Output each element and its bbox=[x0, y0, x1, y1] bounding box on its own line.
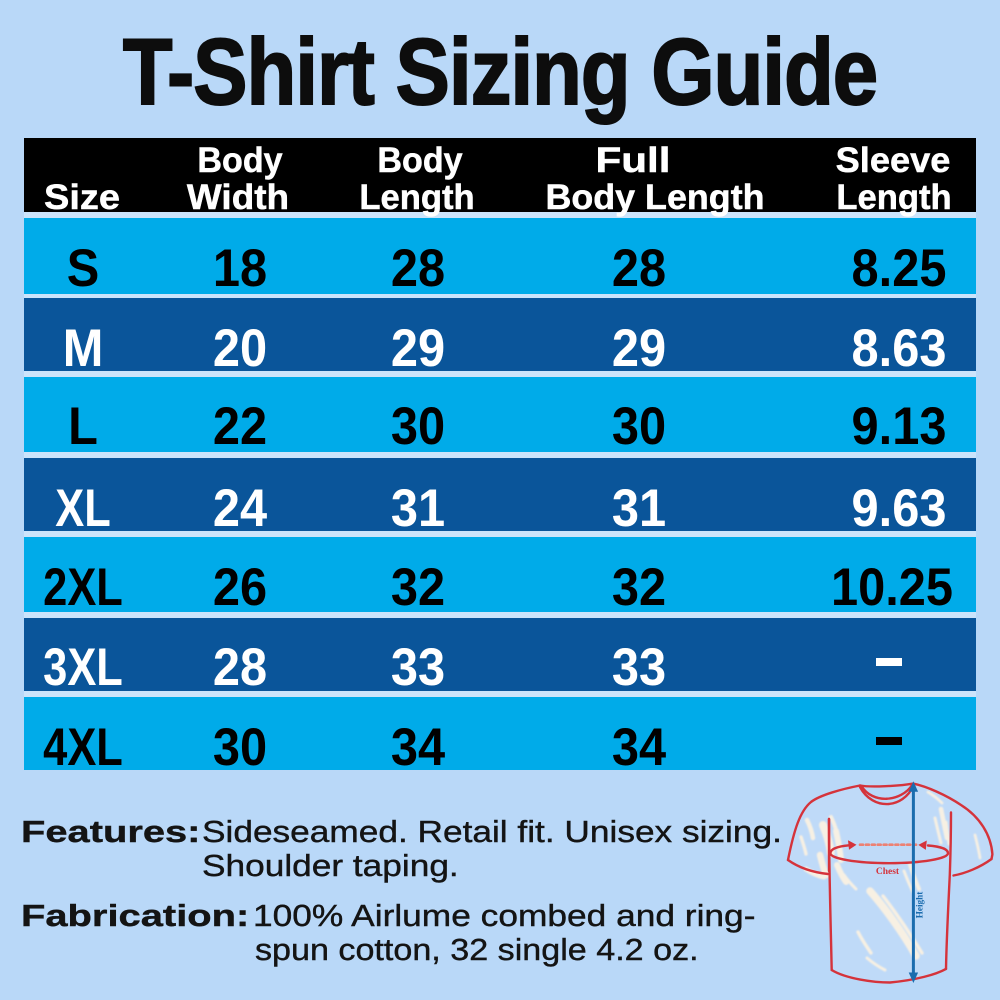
svg-text:Chest: Chest bbox=[876, 867, 900, 877]
svg-text:Height: Height bbox=[915, 891, 925, 918]
